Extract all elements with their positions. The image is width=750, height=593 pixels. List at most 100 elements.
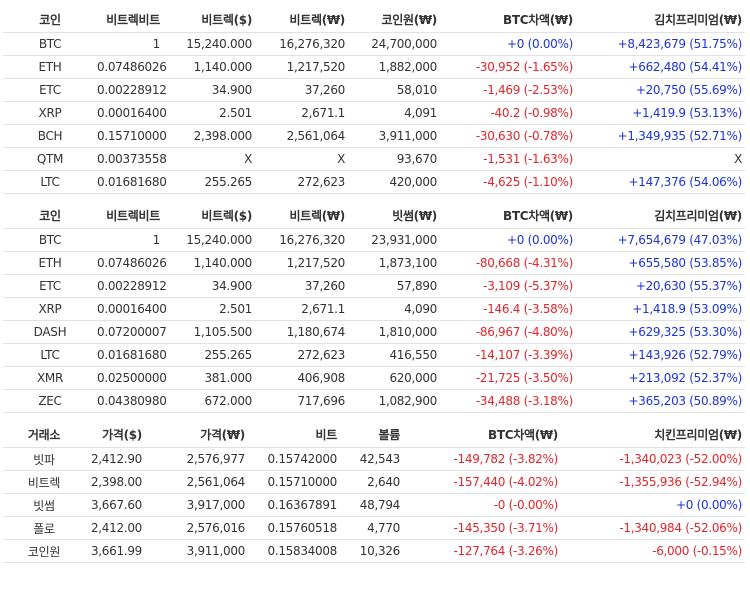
data-row: 비트렉 2,398.00 2,561,064 0.15710000 2,640 -157,… <box>3 470 745 494</box>
cell: ETH <box>3 55 97 79</box>
cell: +1,419.9 (53.13%) <box>576 101 745 125</box>
column-header: 비트렉($) <box>163 203 255 229</box>
column-header: 치킨프리미엄(₩) <box>561 422 745 448</box>
data-row: BTC 1 15,240.000 16,276,320 24,700,000 +0 (0.… <box>3 32 745 56</box>
column-header: BTC차액(₩) <box>440 203 576 229</box>
cell: 3,917,000 <box>145 493 248 517</box>
cell: ETC <box>3 78 97 102</box>
cell: -1,355,936 (-52.94%) <box>561 470 745 494</box>
cell: 3,911,000 <box>145 539 248 563</box>
cell: BTC <box>3 32 97 56</box>
data-row: XRP 0.00016400 2.501 2,671.1 4,090 -146.4 (-3… <box>3 297 745 321</box>
price-table: 거래소 가격($) 가격(₩) 비트 볼륨 BTC차액(₩) 치킨프리미엄(₩) 빗파 2,41… <box>3 422 745 563</box>
cell: -127,764 (-3.26%) <box>403 539 561 563</box>
cell: +147,376 (54.06%) <box>576 170 745 194</box>
data-row: 빗파 2,412.90 2,576,977 0.15742000 42,543 -149,… <box>3 447 745 471</box>
cell: 코인원 <box>3 539 85 563</box>
cell: 2,561,064 <box>145 470 248 494</box>
cell: BCH <box>3 124 97 148</box>
cell: 0.01681680 <box>97 343 167 367</box>
cell: 0.00228912 <box>97 78 167 102</box>
cell: 23,931,000 <box>348 228 440 252</box>
cell: 1,873,100 <box>348 251 440 275</box>
cell: 48,794 <box>340 493 403 517</box>
cell: 672.000 <box>163 389 255 413</box>
cell: 16,276,320 <box>255 228 348 252</box>
cell: 0.07200007 <box>97 320 167 344</box>
cell: 2,398.00 <box>85 470 145 494</box>
cell: LTC <box>3 170 97 194</box>
cell: 0.07486026 <box>97 251 167 275</box>
cell: -34,488 (-3.18%) <box>440 389 576 413</box>
price-table: 코인 비트렉비트 비트렉($) 비트렉(₩) 빗썸(₩) BTC차액(₩) 김치프리미엄(₩… <box>3 203 745 413</box>
cell: 381.000 <box>163 366 255 390</box>
cell: +1,349,935 (52.71%) <box>576 124 745 148</box>
cell: -1,531 (-1.63%) <box>440 147 576 171</box>
price-table: 코인 비트렉비트 비트렉($) 비트렉(₩) 코인원(₩) BTC차액(₩) 김치프리미엄(… <box>3 7 745 194</box>
cell: 15,240.000 <box>163 32 255 56</box>
cell: 93,670 <box>348 147 440 171</box>
cell: +1,418.9 (53.09%) <box>576 297 745 321</box>
cell: 1,882,000 <box>348 55 440 79</box>
column-header: BTC차액(₩) <box>440 7 576 33</box>
cell: 빗썸 <box>3 493 85 517</box>
data-row: 빗썸 3,667.60 3,917,000 0.16367891 48,794 -0 (-… <box>3 493 745 517</box>
cell: 37,260 <box>255 274 348 298</box>
column-header: 김치프리미엄(₩) <box>576 203 745 229</box>
cell: +7,654,679 (47.03%) <box>576 228 745 252</box>
cell: +662,480 (54.41%) <box>576 55 745 79</box>
cell: 58,010 <box>348 78 440 102</box>
cell: -1,340,023 (-52.00%) <box>561 447 745 471</box>
cell: XRP <box>3 101 97 125</box>
cell: QTM <box>3 147 97 171</box>
column-header: 거래소 <box>3 422 85 448</box>
data-row: XRP 0.00016400 2.501 2,671.1 4,091 -40.2 (-0.… <box>3 101 745 125</box>
cell: 272,623 <box>255 170 348 194</box>
cell: -0 (-0.00%) <box>403 493 561 517</box>
cell: 10,326 <box>340 539 403 563</box>
cell: 57,890 <box>348 274 440 298</box>
cell: -149,782 (-3.82%) <box>403 447 561 471</box>
column-header: 비트렉(₩) <box>255 7 348 33</box>
column-header: 비트렉비트 <box>97 203 163 229</box>
cell: 2,671.1 <box>255 101 348 125</box>
cell: 2,398.000 <box>163 124 255 148</box>
cell: 2,412.90 <box>85 447 145 471</box>
cell: 272,623 <box>255 343 348 367</box>
cell: +213,092 (52.37%) <box>576 366 745 390</box>
cell: -86,967 (-4.80%) <box>440 320 576 344</box>
column-header: 빗썸(₩) <box>348 203 440 229</box>
cell: BTC <box>3 228 97 252</box>
column-header: 비트렉($) <box>163 7 255 33</box>
cell: LTC <box>3 343 97 367</box>
column-header: 코인 <box>3 203 97 229</box>
column-header: 비트 <box>248 422 340 448</box>
cell: +143,926 (52.79%) <box>576 343 745 367</box>
cell: X <box>576 147 745 171</box>
cell: 620,000 <box>348 366 440 390</box>
cell: 24,700,000 <box>348 32 440 56</box>
cell: 2,576,016 <box>145 516 248 540</box>
cell: 42,543 <box>340 447 403 471</box>
data-row: BTC 1 15,240.000 16,276,320 23,931,000 +0 (0.… <box>3 228 745 252</box>
cell: -80,668 (-4.31%) <box>440 251 576 275</box>
cell: 3,667.60 <box>85 493 145 517</box>
column-header: 가격(₩) <box>145 422 248 448</box>
data-row: QTM 0.00373558 X X 93,670 -1,531 (-1.63%) X <box>3 147 745 171</box>
cell: +0 (0.00%) <box>561 493 745 517</box>
cell: 0.07486026 <box>97 55 167 79</box>
cell: X <box>255 147 348 171</box>
cell: -30,630 (-0.78%) <box>440 124 576 148</box>
cell: -157,440 (-4.02%) <box>403 470 561 494</box>
cell: 4,091 <box>348 101 440 125</box>
data-row: ETC 0.00228912 34.900 37,260 57,890 -3,109 (-… <box>3 274 745 298</box>
cell: 0.00016400 <box>97 297 167 321</box>
cell: 0.15742000 <box>248 447 340 471</box>
cell: 255.265 <box>163 170 255 194</box>
cell: 0.15834008 <box>248 539 340 563</box>
data-row: XMR 0.02500000 381.000 406,908 620,000 -21,72… <box>3 366 745 390</box>
cell: 0.16367891 <box>248 493 340 517</box>
cell: 16,276,320 <box>255 32 348 56</box>
cell: 1,140.000 <box>163 251 255 275</box>
cell: -14,107 (-3.39%) <box>440 343 576 367</box>
